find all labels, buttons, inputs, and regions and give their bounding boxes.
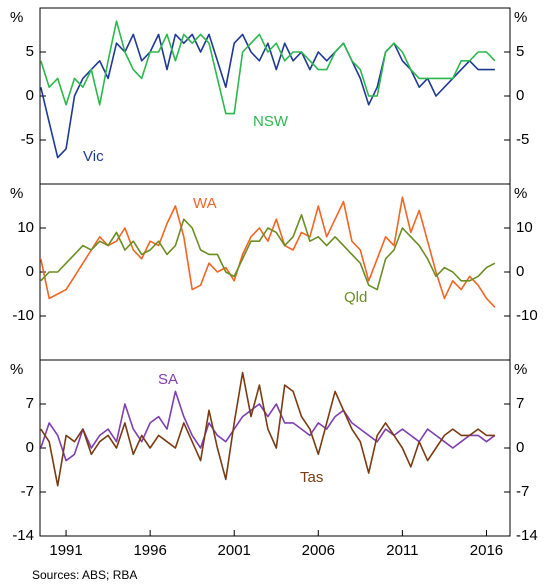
y-tick-label: -14: [12, 527, 34, 544]
unit-label: %: [10, 9, 23, 26]
unit-label: %: [10, 361, 23, 378]
y-tick-label: -14: [516, 527, 538, 544]
y-tick-label: 0: [26, 439, 34, 456]
y-tick-label: 5: [516, 43, 524, 60]
x-tick-label: 2011: [386, 542, 418, 559]
y-tick-label: -5: [516, 131, 529, 148]
y-tick-label: -10: [12, 307, 34, 324]
y-tick-label: -10: [516, 307, 538, 324]
series-label: SA: [158, 371, 178, 388]
x-tick-label: 2016: [470, 542, 503, 559]
y-tick-label: 7: [516, 395, 524, 412]
unit-label: %: [514, 361, 527, 378]
series-label: WA: [193, 195, 217, 212]
series-line: [40, 371, 495, 487]
unit-label: %: [514, 9, 527, 26]
x-tick-label: 2006: [302, 542, 335, 559]
series-line: [40, 214, 496, 291]
y-tick-label: 10: [516, 219, 533, 236]
x-tick-label: 1996: [133, 542, 166, 559]
y-tick-label: 0: [26, 87, 34, 104]
x-tick-label: 2001: [218, 542, 251, 559]
y-tick-label: 0: [516, 439, 524, 456]
series-label: Qld: [344, 289, 367, 306]
series-label: Tas: [300, 469, 323, 486]
y-tick-label: 10: [17, 219, 34, 236]
y-tick-label: 0: [516, 263, 524, 280]
y-tick-label: -7: [516, 483, 529, 500]
y-tick-label: -7: [21, 483, 34, 500]
series-line: [40, 20, 496, 115]
series-label: Vic: [83, 148, 104, 165]
y-tick-label: 5: [26, 43, 34, 60]
series-line: [40, 196, 496, 308]
unit-label: %: [514, 185, 527, 202]
x-tick-label: 1991: [49, 542, 82, 559]
source-note: Sources: ABS; RBA: [32, 568, 137, 582]
y-tick-label: 0: [26, 263, 34, 280]
unit-label: %: [10, 185, 23, 202]
panel-frame: [39, 359, 511, 537]
series-label: NSW: [253, 113, 289, 130]
series-line: [40, 33, 495, 159]
y-tick-label: 7: [26, 395, 34, 412]
y-tick-label: -5: [21, 131, 34, 148]
panel-frame: [39, 7, 511, 185]
y-tick-label: 0: [516, 87, 524, 104]
